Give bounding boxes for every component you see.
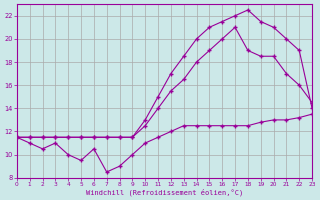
X-axis label: Windchill (Refroidissement éolien,°C): Windchill (Refroidissement éolien,°C) [86,188,243,196]
